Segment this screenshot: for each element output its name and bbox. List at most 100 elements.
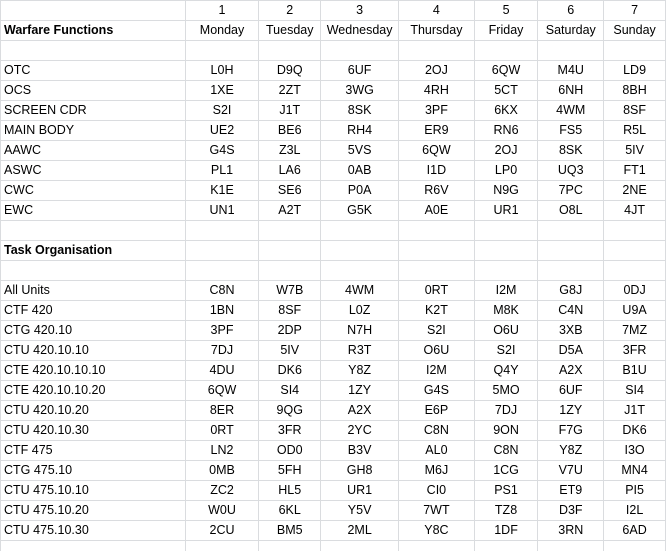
code-cell[interactable]: UR1 (320, 480, 400, 501)
code-cell[interactable]: ER9 (398, 120, 475, 141)
code-cell[interactable]: 8SF (603, 100, 666, 121)
code-cell[interactable]: PL1 (184, 160, 260, 181)
day-name-cell[interactable]: Saturday (537, 20, 605, 41)
code-cell[interactable]: C8N (398, 420, 475, 441)
code-cell[interactable]: D5A (537, 340, 605, 361)
code-cell[interactable]: O8L (537, 200, 605, 221)
code-cell[interactable]: 6UF (537, 380, 605, 401)
code-cell[interactable]: I2L (603, 500, 666, 521)
empty-cell[interactable] (258, 220, 322, 241)
code-cell[interactable]: G4S (184, 140, 260, 161)
code-cell[interactable]: C8N (184, 280, 260, 301)
code-cell[interactable]: J1T (258, 100, 322, 121)
code-cell[interactable]: 9ON (473, 420, 539, 441)
code-cell[interactable]: 3XB (537, 320, 605, 341)
code-cell[interactable]: 6NH (537, 80, 605, 101)
code-cell[interactable]: K2T (398, 300, 475, 321)
code-cell[interactable]: 2NE (603, 180, 666, 201)
code-cell[interactable]: DK6 (603, 420, 666, 441)
code-cell[interactable]: 4RH (398, 80, 475, 101)
code-cell[interactable]: 6QW (473, 60, 539, 81)
empty-cell[interactable] (603, 40, 666, 61)
code-cell[interactable]: 1XE (184, 80, 260, 101)
code-cell[interactable]: Y8Z (537, 440, 605, 461)
code-cell[interactable]: 7WT (398, 500, 475, 521)
code-cell[interactable]: I2M (473, 280, 539, 301)
row-label-cell[interactable]: CTG 475.10 (0, 460, 186, 481)
empty-cell[interactable] (398, 260, 475, 281)
code-cell[interactable]: 3FR (603, 340, 666, 361)
day-number-cell[interactable]: 4 (398, 0, 475, 21)
code-cell[interactable]: S2I (398, 320, 475, 341)
code-cell[interactable]: 2ZT (258, 80, 322, 101)
code-cell[interactable]: O6U (473, 320, 539, 341)
empty-cell[interactable] (398, 40, 475, 61)
empty-cell[interactable] (184, 260, 260, 281)
code-cell[interactable]: RH4 (320, 120, 400, 141)
empty-cell[interactable] (0, 540, 186, 551)
empty-cell[interactable] (0, 260, 186, 281)
code-cell[interactable]: M8K (473, 300, 539, 321)
row-label-cell[interactable]: CTU 475.10.10 (0, 480, 186, 501)
empty-cell[interactable] (320, 240, 400, 261)
code-cell[interactable]: FT1 (603, 160, 666, 181)
row-label-cell[interactable]: CTU 420.10.20 (0, 400, 186, 421)
empty-cell[interactable] (398, 220, 475, 241)
empty-cell[interactable] (320, 220, 400, 241)
code-cell[interactable]: N7H (320, 320, 400, 341)
row-label-cell[interactable]: CTU 475.10.20 (0, 500, 186, 521)
code-cell[interactable]: G4S (398, 380, 475, 401)
empty-cell[interactable] (0, 40, 186, 61)
code-cell[interactable]: SI4 (258, 380, 322, 401)
code-cell[interactable]: 0MB (184, 460, 260, 481)
empty-cell[interactable] (537, 540, 605, 551)
row-label-cell[interactable]: CWC (0, 180, 186, 201)
code-cell[interactable]: V7U (537, 460, 605, 481)
code-cell[interactable]: SE6 (258, 180, 322, 201)
code-cell[interactable]: A2X (537, 360, 605, 381)
code-cell[interactable]: PS1 (473, 480, 539, 501)
day-name-cell[interactable]: Wednesday (320, 20, 400, 41)
code-cell[interactable]: 7MZ (603, 320, 666, 341)
code-cell[interactable]: C8N (473, 440, 539, 461)
code-cell[interactable]: 8ER (184, 400, 260, 421)
code-cell[interactable]: 2YC (320, 420, 400, 441)
code-cell[interactable]: 4JT (603, 200, 666, 221)
code-cell[interactable]: N9G (473, 180, 539, 201)
code-cell[interactable]: TZ8 (473, 500, 539, 521)
code-cell[interactable]: 0RT (398, 280, 475, 301)
row-label-cell[interactable]: All Units (0, 280, 186, 301)
empty-cell[interactable] (473, 40, 539, 61)
empty-cell[interactable] (320, 40, 400, 61)
empty-cell[interactable] (537, 260, 605, 281)
code-cell[interactable]: LP0 (473, 160, 539, 181)
code-cell[interactable]: Z3L (258, 140, 322, 161)
code-cell[interactable]: MN4 (603, 460, 666, 481)
code-cell[interactable]: RN6 (473, 120, 539, 141)
row-label-cell[interactable]: MAIN BODY (0, 120, 186, 141)
empty-cell[interactable] (184, 540, 260, 551)
code-cell[interactable]: S2I (184, 100, 260, 121)
empty-cell[interactable] (0, 0, 186, 21)
row-label-cell[interactable]: CTE 420.10.10.10 (0, 360, 186, 381)
code-cell[interactable]: M4U (537, 60, 605, 81)
code-cell[interactable]: 2DP (258, 320, 322, 341)
code-cell[interactable]: Q4Y (473, 360, 539, 381)
row-label-cell[interactable]: AAWC (0, 140, 186, 161)
code-cell[interactable]: 1ZY (320, 380, 400, 401)
code-cell[interactable]: AL0 (398, 440, 475, 461)
code-cell[interactable]: 2OJ (398, 60, 475, 81)
code-cell[interactable]: D3F (537, 500, 605, 521)
code-cell[interactable]: 2ML (320, 520, 400, 541)
code-cell[interactable]: 6AD (603, 520, 666, 541)
code-cell[interactable]: 1BN (184, 300, 260, 321)
code-cell[interactable]: C4N (537, 300, 605, 321)
day-name-cell[interactable]: Monday (184, 20, 260, 41)
code-cell[interactable]: A0E (398, 200, 475, 221)
row-label-cell[interactable]: EWC (0, 200, 186, 221)
day-number-cell[interactable]: 3 (320, 0, 400, 21)
code-cell[interactable]: 5FH (258, 460, 322, 481)
code-cell[interactable]: 2CU (184, 520, 260, 541)
code-cell[interactable]: UN1 (184, 200, 260, 221)
code-cell[interactable]: Y8C (398, 520, 475, 541)
